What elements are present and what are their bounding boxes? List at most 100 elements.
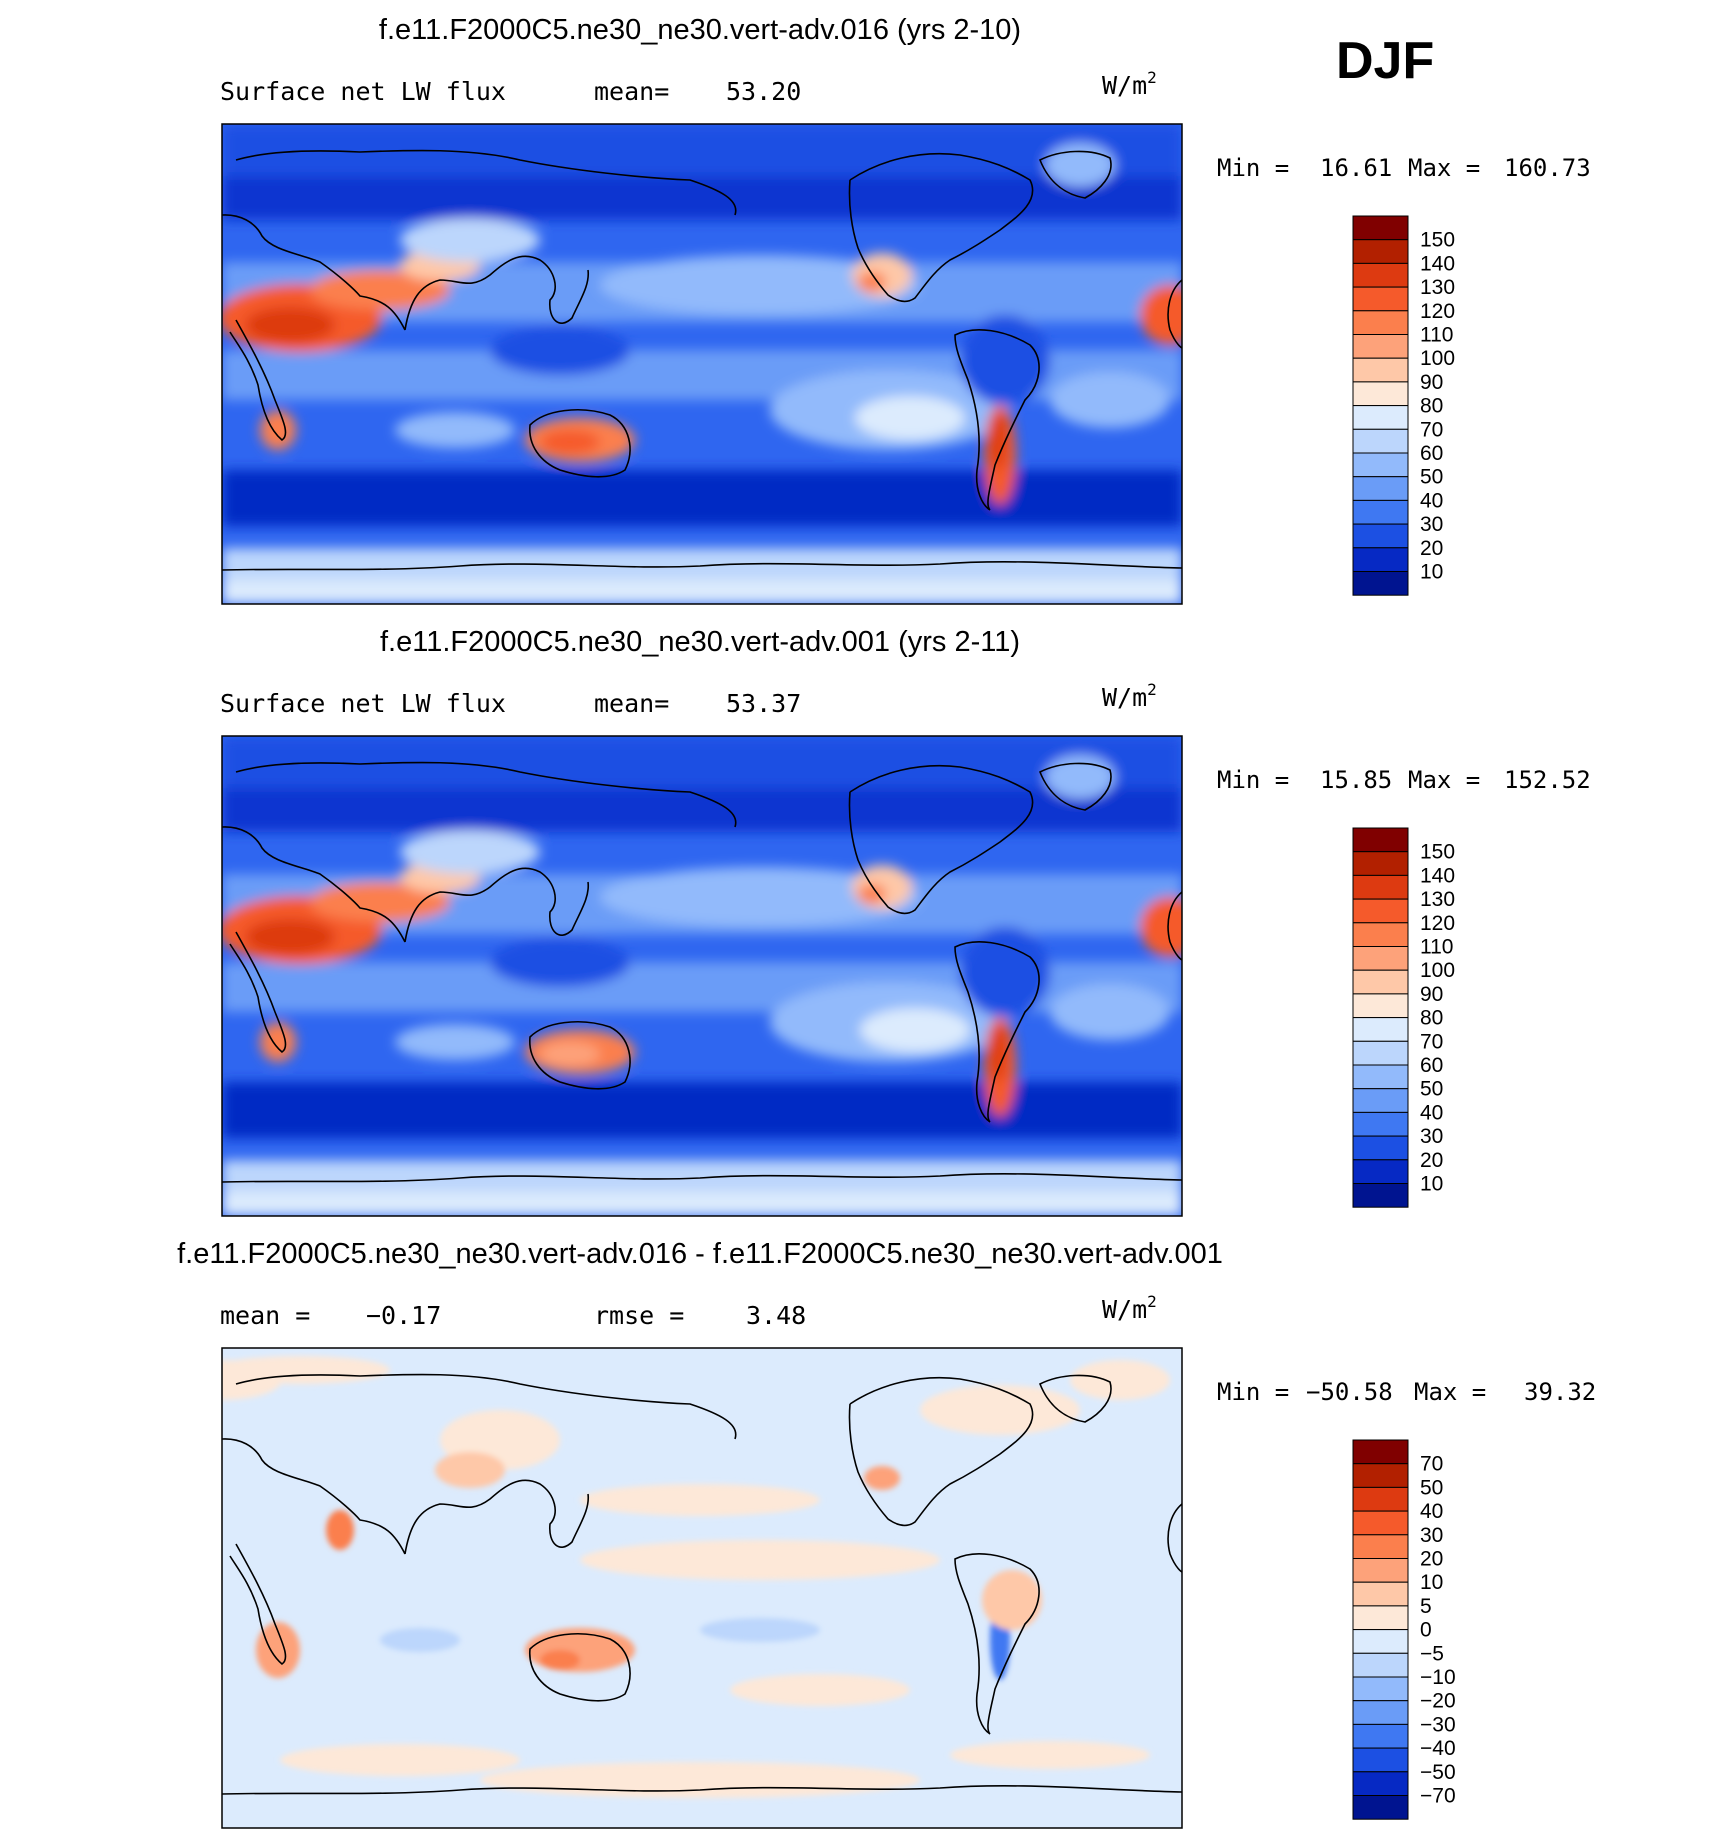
colorbar-tick-label: 60 [1420, 442, 1443, 465]
colorbar-swatch [1352, 405, 1409, 430]
colorbar-tick-label: 50 [1420, 466, 1443, 489]
colorbar-swatch [1352, 1747, 1409, 1773]
colorbar-swatch [1352, 452, 1409, 478]
colorbar-tick-label: −40 [1420, 1737, 1456, 1760]
colorbar-tick-label: 120 [1420, 912, 1455, 935]
panel-1-map [222, 124, 1182, 604]
colorbar-swatch [1352, 1795, 1409, 1820]
panel-1-title: f.e11.F2000C5.ne30_ne30.vert-adv.016 (yr… [379, 14, 1021, 46]
panel-3-min-label: Min = [1217, 1378, 1289, 1406]
colorbar-swatch [1352, 1534, 1409, 1560]
colorbar-swatch [1352, 874, 1409, 900]
colorbar-tick-label: 70 [1420, 1453, 1443, 1476]
colorbar-tick-label: 40 [1420, 489, 1443, 512]
colorbar-swatch [1352, 1183, 1409, 1208]
colorbar-swatch [1352, 1605, 1409, 1631]
colorbar-swatch [1352, 1463, 1409, 1488]
panel-1-mean-label: mean= [594, 77, 669, 106]
colorbar-tick-label: −50 [1420, 1761, 1456, 1784]
colorbar-tick-label: 20 [1420, 537, 1443, 560]
colorbar-tick-label: 50 [1420, 1078, 1443, 1101]
colorbar-swatch [1352, 428, 1409, 454]
colorbar-tick-label: 100 [1420, 959, 1455, 982]
colorbar-swatch [1352, 571, 1409, 596]
panel-3: f.e11.F2000C5.ne30_ne30.vert-adv.016 - f… [177, 1238, 1596, 1829]
panel-2-min-value: 15.85 [1320, 766, 1392, 794]
colorbar-swatch [1352, 1088, 1409, 1113]
panel-1-variable: Surface net LW flux [220, 77, 506, 106]
colorbar-swatch [1352, 922, 1409, 947]
colorbar-tick-label: −20 [1420, 1690, 1456, 1713]
panel-3-rmse-label: rmse = [594, 1301, 684, 1330]
colorbar-swatch [1352, 357, 1409, 383]
colorbar-tick-label: −70 [1420, 1785, 1456, 1808]
panel-2-coastlines [222, 761, 1182, 1183]
colorbar-swatch [1352, 381, 1409, 407]
panel-2: f.e11.F2000C5.ne30_ne30.vert-adv.001 (yr… [220, 626, 1591, 1217]
panel-2-units: W/m2 [1102, 680, 1157, 712]
colorbar-tick-label: 130 [1420, 888, 1455, 911]
panel-3-title: f.e11.F2000C5.ne30_ne30.vert-adv.016 - f… [177, 1238, 1223, 1270]
colorbar-tick-label: 120 [1420, 300, 1455, 323]
colorbar-swatch [1352, 1723, 1409, 1749]
colorbar-swatch [1352, 310, 1409, 335]
panel-2-min-label: Min = [1217, 766, 1289, 794]
colorbar-swatch [1352, 547, 1409, 572]
colorbar-swatch [1352, 1064, 1409, 1090]
panel-3-max-label: Max = [1414, 1378, 1486, 1406]
panel-1-units: W/m2 [1102, 68, 1157, 100]
panel-3-mean-label: mean = [220, 1301, 310, 1330]
colorbar-swatch [1352, 1111, 1409, 1137]
colorbar-swatch [1352, 1676, 1409, 1702]
colorbar-tick-label: 10 [1420, 1571, 1443, 1594]
colorbar-tick-label: 90 [1420, 371, 1443, 394]
panel-3-min-value: −50.58 [1306, 1378, 1393, 1406]
colorbar-swatch [1352, 1700, 1409, 1725]
panel-2-map [222, 736, 1182, 1216]
panel-3-frame [221, 1347, 1183, 1829]
colorbar-tick-label: 50 [1420, 1476, 1443, 1499]
colorbar-tick-label: 130 [1420, 276, 1455, 299]
colorbar-tick-label: −30 [1420, 1713, 1456, 1736]
colorbar-tick-label: 80 [1420, 1007, 1443, 1030]
colorbar-swatch [1352, 1040, 1409, 1066]
panel-1-max-label: Max = [1408, 154, 1480, 182]
colorbar-swatch [1352, 1439, 1409, 1465]
panel-3-map [222, 1348, 1182, 1828]
colorbar-swatch [1352, 898, 1409, 924]
colorbar-tick-label: 150 [1420, 229, 1455, 252]
panel-1-min-value: 16.61 [1320, 154, 1392, 182]
panel-2-frame [221, 735, 1183, 1217]
colorbar-tick-label: 140 [1420, 864, 1455, 887]
colorbar-tick-label: 60 [1420, 1054, 1443, 1077]
colorbar-swatch [1352, 239, 1409, 264]
panel-2-max-value: 152.52 [1504, 766, 1591, 794]
colorbar-tick-label: 70 [1420, 1030, 1443, 1053]
colorbar-tick-label: 80 [1420, 395, 1443, 418]
panel-1-max-value: 160.73 [1504, 154, 1591, 182]
colorbar-swatch [1352, 1510, 1409, 1536]
colorbar-tick-label: 10 [1420, 1173, 1443, 1196]
colorbar-tick-label: 70 [1420, 418, 1443, 441]
colorbar-tick-label: 40 [1420, 1500, 1443, 1523]
colorbar-swatch [1352, 476, 1409, 501]
colorbar-tick-label: 30 [1420, 1125, 1443, 1148]
colorbar-swatch [1352, 286, 1409, 312]
panel-1-frame [221, 123, 1183, 605]
panel-2-max-label: Max = [1408, 766, 1480, 794]
colorbar-swatch [1352, 215, 1409, 241]
colorbar-swatch [1352, 1652, 1409, 1678]
colorbar-swatch [1352, 1771, 1409, 1797]
colorbar-swatch [1352, 827, 1409, 853]
colorbar-swatch [1352, 1017, 1409, 1042]
colorbar-tick-label: 30 [1420, 1524, 1443, 1547]
panel-3-units: W/m2 [1102, 1292, 1157, 1324]
colorbar-tick-label: 150 [1420, 841, 1455, 864]
colorbar-swatch [1352, 993, 1409, 1019]
colorbar-tick-label: 90 [1420, 983, 1443, 1006]
colorbar-tick-label: 5 [1420, 1595, 1432, 1618]
panel-2-title: f.e11.F2000C5.ne30_ne30.vert-adv.001 (yr… [380, 626, 1020, 658]
